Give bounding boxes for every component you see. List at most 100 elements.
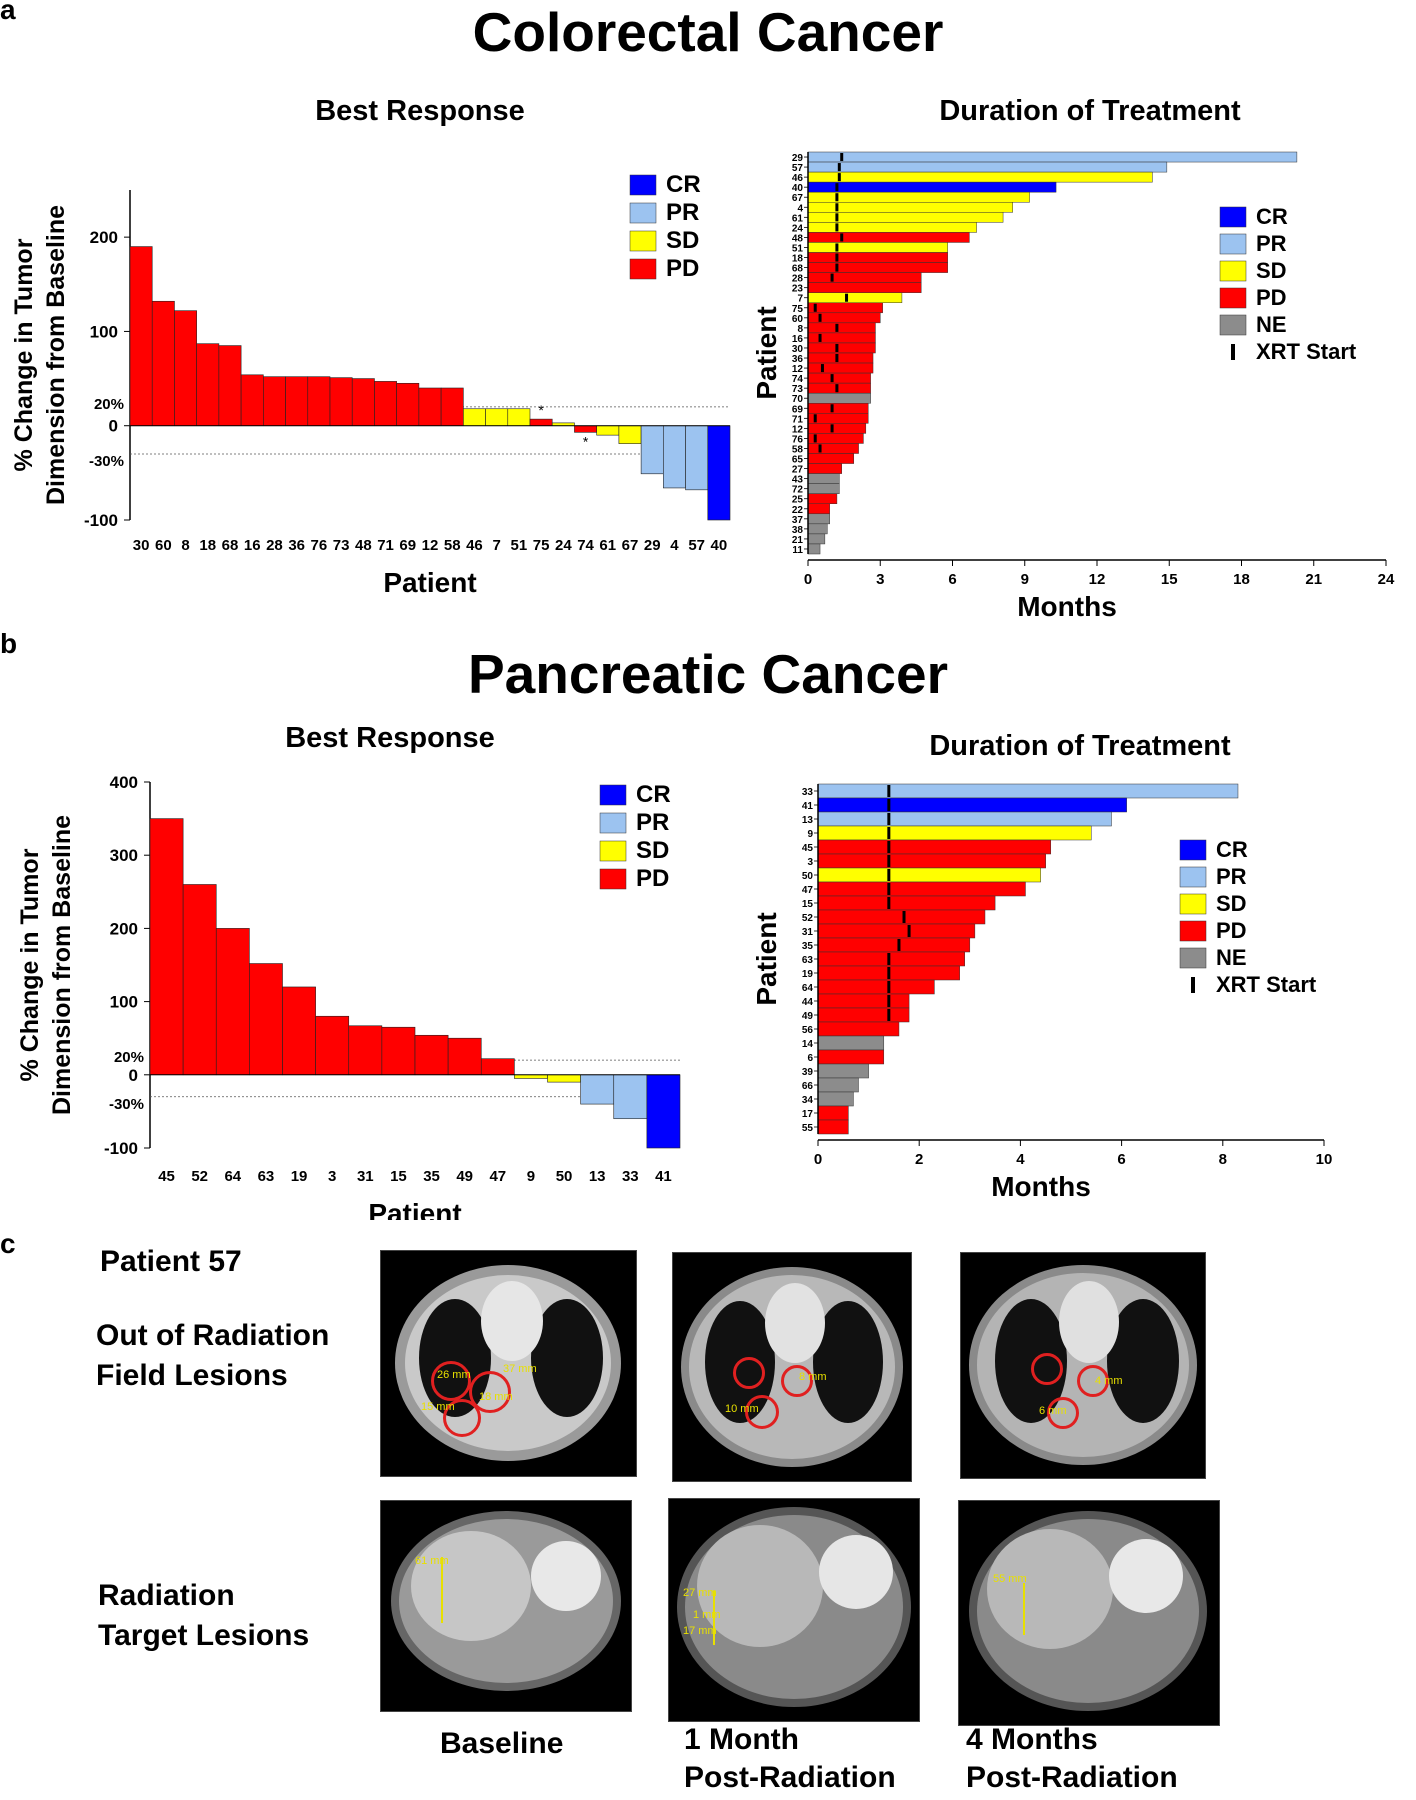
crc-duration-bar — [807, 262, 948, 273]
crc-waterfall-bar — [440, 387, 464, 427]
crc-duration-bar — [807, 322, 876, 334]
panc-best-response-title: Best Response — [285, 722, 495, 754]
panc-waterfall-bar — [282, 986, 316, 1076]
crc-duration-x-tick-label: 18 — [1233, 571, 1250, 588]
ct-baseline-lung: 26 mm 37 mm 15 mm 18 mm — [380, 1250, 637, 1477]
crc-waterfall-legend-swatch-cr — [629, 174, 657, 196]
crc-duration-bar — [807, 252, 948, 263]
patient-label: Patient 57 — [100, 1245, 242, 1278]
crc-duration-y-tick-label: 75 — [792, 304, 804, 315]
crc-duration-bar — [807, 282, 922, 293]
crc-waterfall-bar — [596, 425, 620, 436]
crc-waterfall-x-tick-label: 61 — [599, 537, 616, 554]
row1-label-line2: Field Lesions — [96, 1359, 288, 1392]
crc-duration-xrt-marker — [835, 263, 839, 272]
crc-duration-x-tick-label: 9 — [1021, 571, 1029, 588]
crc-duration-legend-label: SD — [1256, 258, 1287, 283]
crc-duration-xrt-marker — [830, 273, 834, 282]
panc-duration-y-tick-label: 49 — [802, 1011, 814, 1022]
crc-duration-bar — [807, 191, 1030, 203]
crc-waterfall-x-tick-label: 60 — [155, 537, 172, 554]
crc-waterfall-y-tick-label: -100 — [84, 511, 118, 530]
panc-duration-x-tick-label: 2 — [915, 1151, 923, 1168]
panc-duration-xrt-marker — [887, 953, 891, 965]
crc-duration-xrt-marker — [835, 343, 839, 352]
panc-duration-y-tick-label: 41 — [802, 801, 814, 812]
crc-duration-xrt-marker — [837, 173, 841, 182]
crc-waterfall-bar — [307, 376, 331, 427]
crc-duration-y-tick-label: 51 — [792, 243, 804, 254]
crc-duration-y-tick-label: 40 — [792, 183, 804, 194]
crc-duration-xrt-marker — [845, 293, 849, 302]
crc-duration-y-tick-label: 23 — [792, 284, 804, 295]
panc-duration-xrt-marker — [887, 827, 891, 839]
crc-duration-bar — [807, 242, 948, 253]
panc-waterfall-x-tick-label: 31 — [357, 1168, 374, 1185]
crc-waterfall-bar — [485, 408, 509, 427]
crc-duration-xrt-marker — [835, 213, 839, 222]
panc-waterfall-y-tick-label: 0 — [129, 1066, 138, 1085]
measure-9: 61 mm — [415, 1555, 449, 1567]
crc-duration-xrt-marker — [835, 384, 839, 393]
measure-5: 10 mm — [725, 1403, 759, 1415]
crc-duration-xrt-marker — [840, 233, 844, 242]
crc-waterfall-annotation: * — [538, 402, 544, 418]
crc-duration-legend-swatch-ne — [1219, 314, 1247, 336]
crc-waterfall-bar — [129, 246, 153, 427]
panc-duration-bar — [817, 1021, 900, 1037]
crc-duration-y-tick-label: 30 — [792, 344, 804, 355]
crc-duration-legend-label: PD — [1256, 285, 1287, 310]
col1-label: Baseline — [440, 1727, 564, 1760]
panc-waterfall-bar — [182, 884, 217, 1076]
crc-waterfall-bar — [663, 425, 686, 489]
crc-waterfall-bar — [707, 425, 731, 521]
crc-duration-bar — [807, 513, 830, 525]
panc-duration-legend-swatch-cr — [1179, 839, 1207, 861]
panc-duration-legend-swatch-sd — [1179, 893, 1207, 915]
crc-waterfall-bar — [418, 387, 442, 427]
crc-waterfall-bar — [174, 310, 197, 427]
panc-duration-legend-label: CR — [1216, 837, 1248, 862]
panc-waterfall-bar — [480, 1058, 515, 1076]
panc-waterfall-x-tick-label: 52 — [191, 1168, 208, 1185]
panc-duration-y-tick-label: 19 — [802, 969, 814, 980]
panc-duration-x-tick-label: 0 — [814, 1151, 822, 1168]
crc-duration-bar — [807, 292, 903, 303]
crc-waterfall-legend-swatch-pd — [629, 258, 657, 280]
measure-3: 15 mm — [421, 1401, 455, 1413]
col2-label-line1: 1 Month — [684, 1723, 799, 1756]
measure-1: 26 mm — [437, 1369, 471, 1381]
crc-duration-bar — [807, 403, 869, 414]
crc-waterfall-bar — [263, 376, 286, 427]
crc-duration-bar — [807, 302, 883, 314]
crc-waterfall-bar — [285, 376, 309, 427]
ct-1month-lung: 10 mm 8 mm — [672, 1252, 912, 1482]
crc-duration-y-tick-label: 58 — [792, 444, 804, 455]
crc-duration-bar — [807, 332, 876, 344]
panc-waterfall-bar — [149, 818, 184, 1076]
panc-duration-xrt-marker — [902, 911, 906, 923]
measure-6: 8 mm — [799, 1371, 827, 1383]
panc-duration-legend-label: XRT Start — [1216, 972, 1317, 997]
crc-duration-xrt-marker — [830, 374, 834, 383]
panc-duration-y-tick-label: 14 — [802, 1039, 814, 1050]
panc-duration-xrt-marker — [887, 799, 891, 811]
panc-duration-xrt-marker — [887, 967, 891, 979]
crc-duration-bar — [807, 503, 830, 515]
crc-duration-y-tick-label: 8 — [797, 324, 803, 335]
panc-waterfall-legend-swatch-cr — [599, 784, 627, 806]
panc-waterfall-legend-label: PR — [636, 809, 669, 836]
crc-duration-y-tick-label: 28 — [792, 274, 804, 285]
crc-duration-legend-label: XRT Start — [1256, 339, 1357, 364]
crc-waterfall-legend-swatch-pr — [629, 202, 657, 224]
crc-waterfall-x-tick-label: 29 — [644, 537, 661, 554]
crc-duration-y-tick-label: 69 — [792, 404, 804, 415]
panc-section-title: Pancreatic Cancer — [468, 643, 948, 705]
crc-duration-xrt-marker — [830, 404, 834, 413]
crc-duration-xrt-marker — [813, 414, 817, 423]
crc-waterfall-bar — [396, 382, 420, 427]
crc-duration-chart: 2957464067461244851186828237756081630361… — [751, 151, 1395, 620]
crc-duration-bar — [807, 362, 874, 374]
crc-waterfall-bar — [618, 425, 642, 444]
panc-duration-x-axis-label: Months — [991, 1171, 1091, 1202]
